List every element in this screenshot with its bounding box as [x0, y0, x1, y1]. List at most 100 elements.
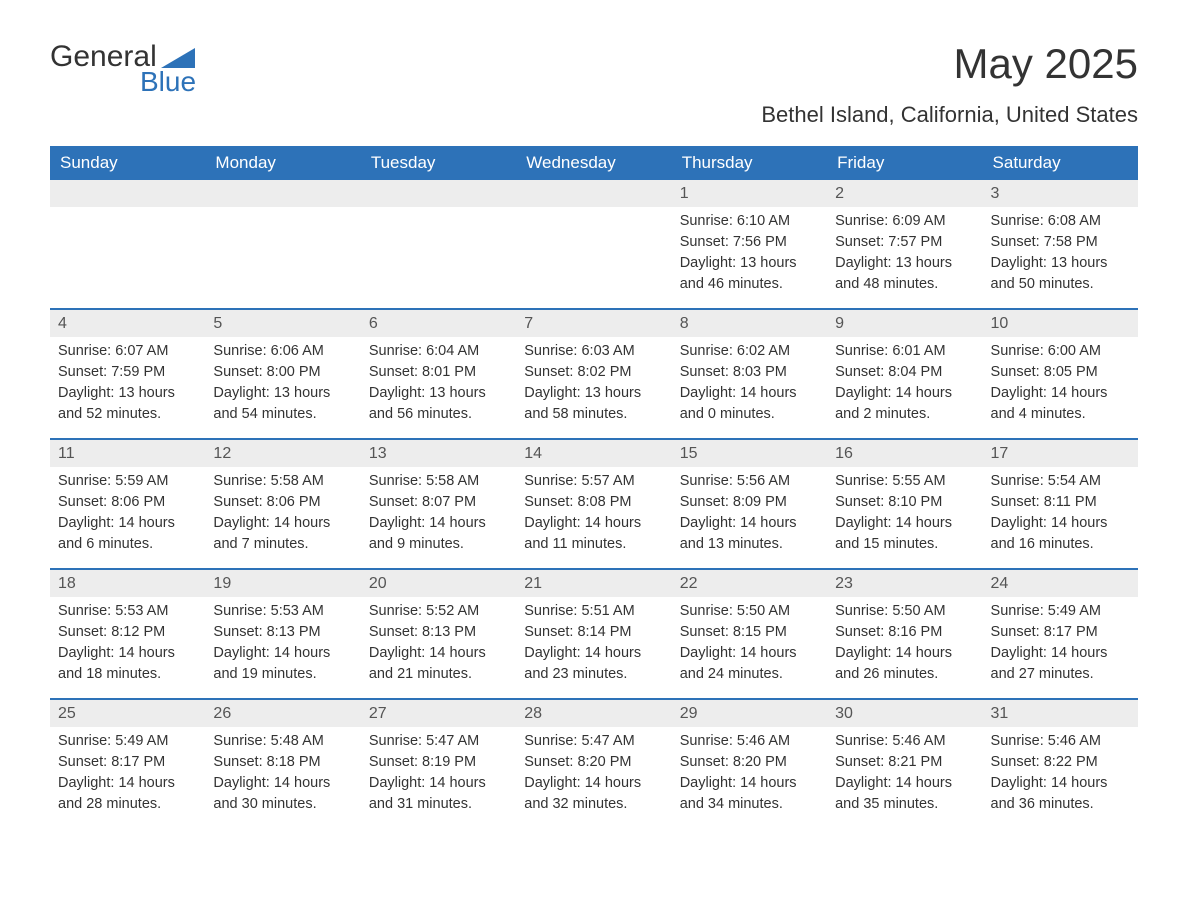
weekday-header-cell: Thursday: [672, 146, 827, 180]
daylight-line: Daylight: 14 hours and 13 minutes.: [680, 513, 819, 555]
sunrise-line: Sunrise: 5:47 AM: [369, 731, 508, 752]
sunrise-line: Sunrise: 5:59 AM: [58, 471, 197, 492]
calendar-day-cell: 1 Sunrise: 6:10 AMSunset: 7:56 PMDaylight…: [672, 180, 827, 308]
sunrise-line: Sunrise: 5:58 AM: [213, 471, 352, 492]
sunset-line: Sunset: 8:21 PM: [835, 752, 974, 773]
day-number: 3: [983, 180, 1138, 207]
day-number: 31: [983, 700, 1138, 727]
sunrise-line: Sunrise: 5:47 AM: [524, 731, 663, 752]
daylight-line: Daylight: 13 hours and 46 minutes.: [680, 253, 819, 295]
day-number: 23: [827, 570, 982, 597]
sunrise-line: Sunrise: 6:04 AM: [369, 341, 508, 362]
sunset-line: Sunset: 8:12 PM: [58, 622, 197, 643]
sunset-line: Sunset: 8:11 PM: [991, 492, 1130, 513]
day-details: Sunrise: 5:47 AMSunset: 8:20 PMDaylight:…: [516, 727, 671, 821]
calendar-day-cell: 6Sunrise: 6:04 AMSunset: 8:01 PMDaylight…: [361, 310, 516, 438]
sunrise-line: Sunrise: 5:50 AM: [835, 601, 974, 622]
sunrise-line: Sunrise: 5:52 AM: [369, 601, 508, 622]
day-number: [205, 180, 360, 207]
daylight-line: Daylight: 14 hours and 18 minutes.: [58, 643, 197, 685]
calendar-day-cell: 26Sunrise: 5:48 AMSunset: 8:18 PMDayligh…: [205, 700, 360, 828]
day-details: Sunrise: 6:04 AMSunset: 8:01 PMDaylight:…: [361, 337, 516, 431]
day-details: Sunrise: 6:07 AMSunset: 7:59 PMDaylight:…: [50, 337, 205, 431]
day-number: 11: [50, 440, 205, 467]
day-details: Sunrise: 5:50 AMSunset: 8:15 PMDaylight:…: [672, 597, 827, 691]
sunrise-line: Sunrise: 5:58 AM: [369, 471, 508, 492]
day-number: [50, 180, 205, 207]
weekday-header-row: SundayMondayTuesdayWednesdayThursdayFrid…: [50, 146, 1138, 180]
day-number: 19: [205, 570, 360, 597]
calendar-day-cell: 23Sunrise: 5:50 AMSunset: 8:16 PMDayligh…: [827, 570, 982, 698]
day-details: Sunrise: 6:03 AMSunset: 8:02 PMDaylight:…: [516, 337, 671, 431]
calendar-day-cell: [516, 180, 671, 308]
daylight-line: Daylight: 14 hours and 4 minutes.: [991, 383, 1130, 425]
sunset-line: Sunset: 8:20 PM: [524, 752, 663, 773]
day-details: Sunrise: 5:48 AMSunset: 8:18 PMDaylight:…: [205, 727, 360, 821]
day-number: 17: [983, 440, 1138, 467]
day-number: 26: [205, 700, 360, 727]
day-number: 4: [50, 310, 205, 337]
day-details: Sunrise: 5:49 AMSunset: 8:17 PMDaylight:…: [983, 597, 1138, 691]
day-number: 18: [50, 570, 205, 597]
day-number: 6: [361, 310, 516, 337]
sunrise-line: Sunrise: 5:46 AM: [991, 731, 1130, 752]
calendar-day-cell: 9Sunrise: 6:01 AMSunset: 8:04 PMDaylight…: [827, 310, 982, 438]
sunset-line: Sunset: 8:13 PM: [369, 622, 508, 643]
day-number: 1: [672, 180, 827, 207]
daylight-line: Daylight: 14 hours and 24 minutes.: [680, 643, 819, 685]
sunset-line: Sunset: 8:13 PM: [213, 622, 352, 643]
day-details: Sunrise: 5:54 AMSunset: 8:11 PMDaylight:…: [983, 467, 1138, 561]
daylight-line: Daylight: 13 hours and 48 minutes.: [835, 253, 974, 295]
sunrise-line: Sunrise: 5:57 AM: [524, 471, 663, 492]
sunrise-line: Sunrise: 6:02 AM: [680, 341, 819, 362]
sunset-line: Sunset: 8:17 PM: [991, 622, 1130, 643]
day-details: Sunrise: 5:51 AMSunset: 8:14 PMDaylight:…: [516, 597, 671, 691]
day-details: Sunrise: 6:08 AMSunset: 7:58 PMDaylight:…: [983, 207, 1138, 301]
sunset-line: Sunset: 8:03 PM: [680, 362, 819, 383]
day-number: 15: [672, 440, 827, 467]
sunrise-line: Sunrise: 6:10 AM: [680, 211, 819, 232]
sunset-line: Sunset: 8:09 PM: [680, 492, 819, 513]
day-number: 16: [827, 440, 982, 467]
sunrise-line: Sunrise: 5:49 AM: [991, 601, 1130, 622]
day-number: 25: [50, 700, 205, 727]
day-details: Sunrise: 5:46 AMSunset: 8:20 PMDaylight:…: [672, 727, 827, 821]
day-number: [516, 180, 671, 207]
weekday-header-cell: Wednesday: [516, 146, 671, 180]
sunset-line: Sunset: 7:58 PM: [991, 232, 1130, 253]
day-details: Sunrise: 5:52 AMSunset: 8:13 PMDaylight:…: [361, 597, 516, 691]
sunset-line: Sunset: 7:56 PM: [680, 232, 819, 253]
daylight-line: Daylight: 14 hours and 11 minutes.: [524, 513, 663, 555]
calendar-day-cell: 28Sunrise: 5:47 AMSunset: 8:20 PMDayligh…: [516, 700, 671, 828]
calendar-day-cell: 24Sunrise: 5:49 AMSunset: 8:17 PMDayligh…: [983, 570, 1138, 698]
calendar-day-cell: 2Sunrise: 6:09 AMSunset: 7:57 PMDaylight…: [827, 180, 982, 308]
calendar-day-cell: 25Sunrise: 5:49 AMSunset: 8:17 PMDayligh…: [50, 700, 205, 828]
daylight-line: Daylight: 14 hours and 28 minutes.: [58, 773, 197, 815]
sunset-line: Sunset: 8:16 PM: [835, 622, 974, 643]
calendar-day-cell: 10Sunrise: 6:00 AMSunset: 8:05 PMDayligh…: [983, 310, 1138, 438]
sunset-line: Sunset: 8:02 PM: [524, 362, 663, 383]
sunset-line: Sunset: 8:14 PM: [524, 622, 663, 643]
calendar-day-cell: 22Sunrise: 5:50 AMSunset: 8:15 PMDayligh…: [672, 570, 827, 698]
sunrise-line: Sunrise: 5:55 AM: [835, 471, 974, 492]
daylight-line: Daylight: 14 hours and 31 minutes.: [369, 773, 508, 815]
sunset-line: Sunset: 8:00 PM: [213, 362, 352, 383]
calendar-day-cell: 19Sunrise: 5:53 AMSunset: 8:13 PMDayligh…: [205, 570, 360, 698]
calendar-day-cell: 30Sunrise: 5:46 AMSunset: 8:21 PMDayligh…: [827, 700, 982, 828]
daylight-line: Daylight: 14 hours and 32 minutes.: [524, 773, 663, 815]
calendar-day-cell: 13Sunrise: 5:58 AMSunset: 8:07 PMDayligh…: [361, 440, 516, 568]
daylight-line: Daylight: 14 hours and 6 minutes.: [58, 513, 197, 555]
day-number: 13: [361, 440, 516, 467]
day-details: Sunrise: 6:09 AMSunset: 7:57 PMDaylight:…: [827, 207, 982, 301]
brand-triangle-icon: [161, 46, 195, 68]
calendar-day-cell: 21Sunrise: 5:51 AMSunset: 8:14 PMDayligh…: [516, 570, 671, 698]
sunset-line: Sunset: 8:05 PM: [991, 362, 1130, 383]
day-details: Sunrise: 5:50 AMSunset: 8:16 PMDaylight:…: [827, 597, 982, 691]
sunrise-line: Sunrise: 6:09 AM: [835, 211, 974, 232]
day-number: 8: [672, 310, 827, 337]
daylight-line: Daylight: 14 hours and 21 minutes.: [369, 643, 508, 685]
sunset-line: Sunset: 8:15 PM: [680, 622, 819, 643]
calendar-day-cell: 17Sunrise: 5:54 AMSunset: 8:11 PMDayligh…: [983, 440, 1138, 568]
sunset-line: Sunset: 8:08 PM: [524, 492, 663, 513]
calendar-day-cell: 5Sunrise: 6:06 AMSunset: 8:00 PMDaylight…: [205, 310, 360, 438]
